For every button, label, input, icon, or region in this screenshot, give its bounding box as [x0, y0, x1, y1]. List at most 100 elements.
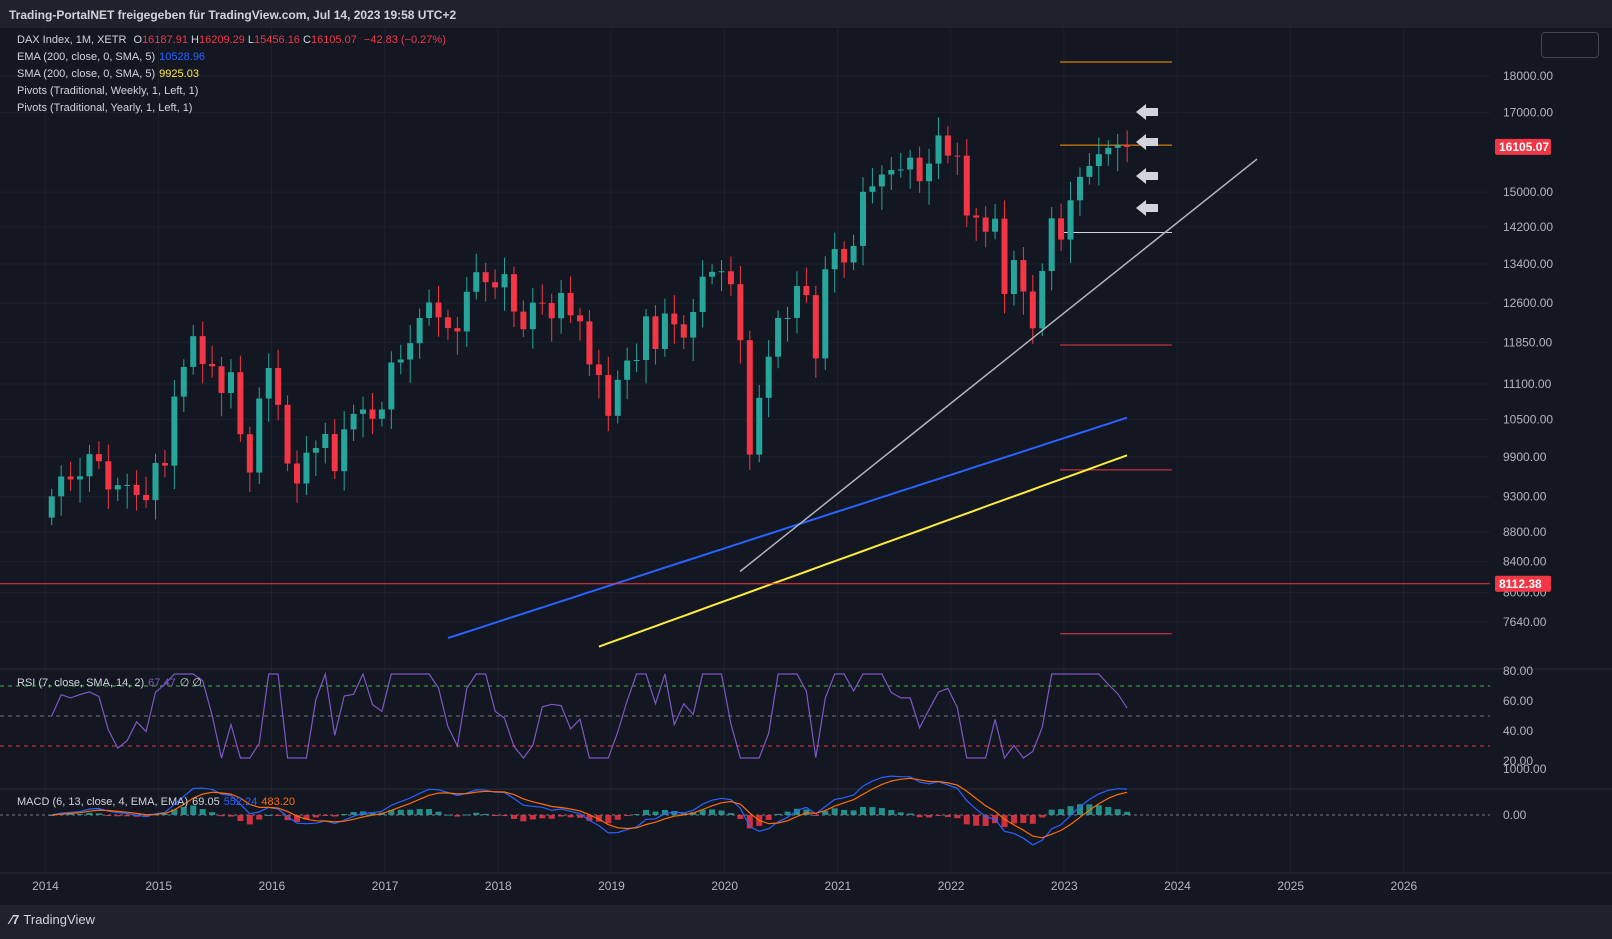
macd-histogram-bar [86, 812, 93, 815]
rsi-line [51, 671, 1128, 760]
macd-histogram-bar [416, 808, 423, 815]
pivot-levels [1060, 61, 1172, 635]
candle [1039, 263, 1046, 336]
candle-body [444, 317, 451, 329]
candle-body [105, 461, 112, 490]
macd-histogram-bar [492, 815, 499, 816]
candle-body [246, 434, 253, 473]
candle [77, 458, 84, 503]
rsi-tick-label: 80.00 [1503, 664, 1533, 678]
macd-histogram-bar [209, 812, 216, 815]
macd-histogram-bar [444, 814, 451, 816]
legend-sma-value: 9925.03 [159, 68, 199, 80]
candle [265, 353, 272, 422]
candle-body [727, 271, 734, 285]
macd-histogram-bar [1105, 807, 1112, 815]
candle [218, 356, 225, 417]
candle-body [463, 291, 470, 332]
candle-body [586, 321, 593, 365]
macd-histogram-bar [624, 815, 631, 816]
candle-body [718, 271, 725, 273]
candle-body [294, 463, 300, 484]
price-tick-label: 12600.00 [1503, 296, 1553, 310]
macd-histogram-bar [1029, 815, 1036, 824]
candle-body [369, 409, 376, 419]
candle-body [171, 396, 178, 466]
arrow-left-icon [1136, 200, 1158, 216]
candle-body [312, 448, 319, 453]
candle [671, 295, 678, 344]
macd-histogram-bar [1039, 815, 1046, 818]
candle-body [180, 366, 187, 397]
price-tick-label: 14200.00 [1503, 220, 1553, 234]
macd-histogram-bar [397, 809, 404, 815]
candle-body [1124, 145, 1131, 147]
macd-histogram-bar [510, 815, 517, 819]
macd-histogram-bar [331, 815, 338, 817]
macd-histogram-bar [577, 815, 583, 818]
candle [614, 370, 621, 424]
candle [652, 305, 659, 365]
candle-body [114, 485, 121, 490]
candle [331, 419, 338, 479]
candle-body [869, 186, 876, 192]
candle [1058, 203, 1065, 252]
candle [86, 444, 93, 492]
arrow-left-icon [1136, 134, 1158, 150]
macd-histogram-bar [690, 812, 697, 815]
ema-200-line [447, 416, 1128, 639]
macd-histogram-bar [303, 815, 310, 820]
candle [161, 450, 168, 478]
macd-histogram-bar [548, 815, 555, 819]
legend-rsi: RSI (7, close, SMA, 14, 2) 67.47 ∅ ∅ [17, 676, 202, 689]
time-axis[interactable]: 2014 2015 2016 2017 2018 2019 2020 2021 2022 2023… [32, 879, 1417, 893]
legend-o-label: O [133, 34, 143, 46]
price-axis[interactable]: 18000.00 17000.00 15000.00 14200.00 13400.00… [1495, 69, 1553, 629]
rsi-tick-label: 60.00 [1503, 694, 1533, 708]
horizontal-level-label: 8112.38 [1499, 577, 1542, 591]
tradingview-logo[interactable]: ⁄7 TradingView [10, 912, 95, 927]
macd-histogram-bar [1020, 815, 1027, 823]
macd-histogram-bar [954, 815, 961, 819]
macd-histogram-bar [312, 815, 319, 818]
candle-body [878, 174, 885, 187]
candle [312, 440, 319, 477]
arrow-left-icon [1136, 168, 1158, 184]
candle-body [775, 318, 782, 357]
candle-body [916, 157, 923, 182]
candle [246, 426, 253, 492]
macd-histogram-bar [793, 808, 800, 815]
macd-histogram-bar [77, 813, 84, 815]
candle [143, 476, 150, 508]
candle-body [501, 274, 508, 288]
candle-body [784, 317, 791, 319]
candle-body [1067, 200, 1074, 240]
candle-body [161, 462, 168, 466]
macd-histogram-bar [294, 815, 300, 822]
candle [756, 384, 763, 463]
chart-settings-box[interactable] [1541, 32, 1599, 58]
candle [1124, 130, 1131, 163]
legend-h-label: H [191, 34, 199, 46]
candle-body [822, 269, 829, 359]
price-tick-label: 8800.00 [1503, 525, 1547, 539]
candle [463, 277, 470, 347]
candle [209, 345, 216, 378]
candle [227, 359, 234, 409]
macd-histogram-bar [501, 815, 508, 816]
legend-ema-value: 10528.96 [159, 51, 206, 63]
candle-body [397, 359, 404, 363]
candle [180, 359, 187, 413]
candle-body [341, 429, 348, 472]
candle [256, 387, 263, 485]
macd-histogram-bar [1114, 809, 1121, 815]
macd-histogram-bar [888, 810, 895, 815]
last-price-badge [1495, 138, 1551, 155]
trend-line [739, 158, 1258, 573]
candle [520, 300, 527, 337]
candle [322, 422, 329, 464]
candle-body [350, 413, 357, 430]
candle [171, 380, 178, 490]
legend-macd-hist: 69.05 [192, 796, 220, 808]
